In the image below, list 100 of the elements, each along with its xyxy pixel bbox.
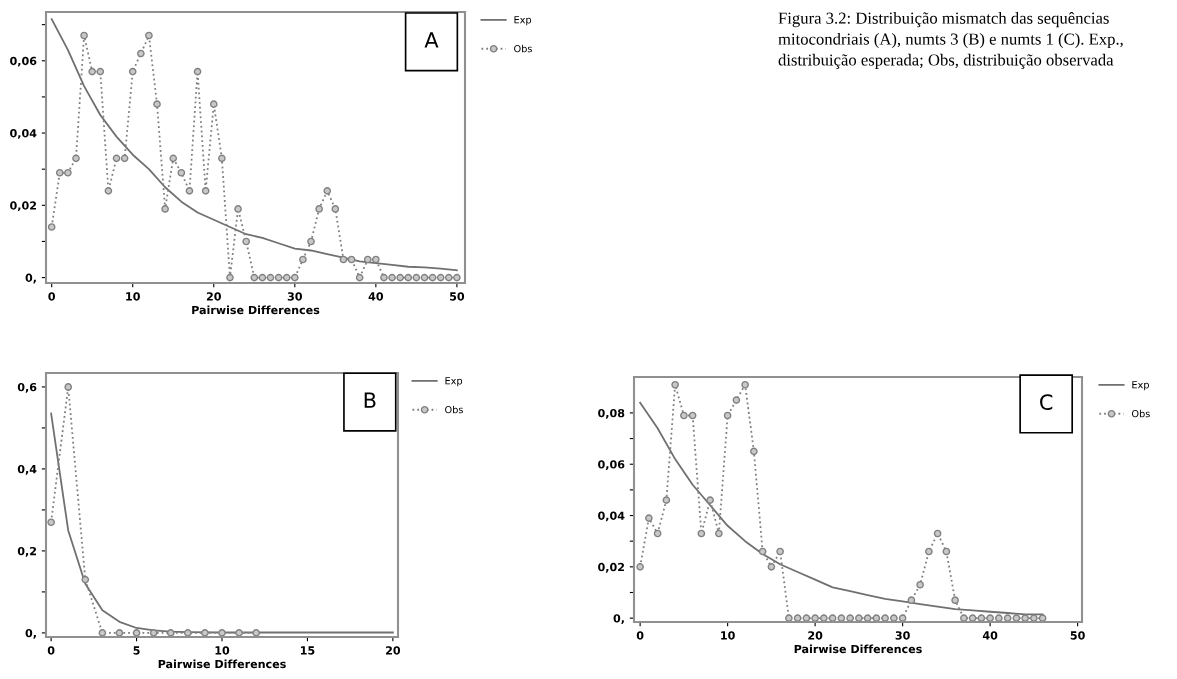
point	[758, 547, 767, 556]
point	[226, 273, 234, 282]
point	[453, 273, 461, 282]
point	[662, 496, 671, 504]
point	[339, 255, 348, 264]
point	[420, 273, 429, 282]
point	[706, 496, 714, 504]
point	[112, 154, 121, 163]
y-tick-label: 0,02	[598, 562, 625, 573]
y-tick-label: 0,04	[598, 511, 625, 522]
point	[863, 614, 872, 622]
point	[697, 529, 706, 538]
point	[282, 273, 291, 282]
y-tick-label: 0,02	[10, 201, 37, 212]
point	[890, 614, 898, 622]
point	[404, 273, 413, 282]
point	[671, 380, 679, 389]
point	[355, 273, 364, 282]
point	[396, 273, 404, 282]
point	[636, 563, 644, 571]
point	[115, 629, 124, 637]
point	[252, 629, 260, 637]
point	[235, 629, 243, 637]
point	[907, 596, 916, 605]
point	[47, 223, 56, 231]
x-tick-label: 40	[982, 631, 998, 640]
point	[898, 614, 907, 622]
point	[299, 255, 307, 264]
point	[1030, 614, 1038, 622]
point	[968, 614, 977, 622]
point	[323, 187, 332, 195]
point	[132, 629, 141, 637]
x-tick-label: 0	[47, 646, 55, 655]
x-tick-label: 20	[206, 292, 221, 301]
legend-label: Exp	[1132, 381, 1149, 391]
y-tick-label: 0,6	[17, 382, 37, 393]
point	[80, 31, 88, 40]
point	[645, 514, 653, 522]
point	[951, 596, 959, 605]
legend-label: Exp	[445, 377, 463, 387]
y-tick-label: 0,	[25, 628, 36, 639]
point	[688, 411, 697, 420]
annotation: C	[1040, 394, 1053, 410]
point	[741, 380, 749, 389]
point	[380, 273, 388, 282]
point	[201, 629, 209, 637]
point	[811, 614, 819, 622]
x-tick-label: 10	[721, 631, 735, 640]
point	[776, 547, 784, 556]
point	[653, 529, 662, 538]
y-tick-label: 0,4	[17, 464, 37, 475]
point	[793, 614, 802, 622]
point	[161, 205, 169, 213]
x-axis-title: Pairwise Differences	[158, 659, 286, 669]
point	[715, 529, 723, 538]
point	[218, 629, 226, 637]
point	[104, 187, 113, 195]
x-tick-label: 40	[368, 292, 384, 301]
point	[732, 396, 741, 404]
y-tick-label: 0,06	[10, 56, 37, 67]
point	[1038, 614, 1047, 622]
point	[363, 255, 372, 264]
point	[916, 580, 924, 589]
point	[137, 49, 145, 58]
point	[680, 411, 688, 420]
x-tick-label: 5	[133, 646, 140, 655]
point	[933, 529, 942, 538]
point	[828, 614, 837, 622]
x-tick-label: 15	[300, 646, 315, 655]
legend-label: Obs	[1131, 409, 1150, 418]
point	[977, 614, 986, 622]
point	[55, 168, 64, 177]
legend-label: Obs	[445, 405, 463, 414]
point	[315, 205, 323, 213]
point	[47, 518, 55, 527]
x-tick-label: 20	[386, 646, 401, 655]
y-tick-label: 0,2	[17, 546, 37, 557]
x-tick-label: 30	[287, 292, 303, 301]
point	[785, 614, 793, 622]
point	[1012, 614, 1021, 622]
point	[209, 100, 218, 108]
point	[872, 614, 881, 622]
legend-label: Obs	[514, 44, 532, 53]
point	[98, 629, 107, 637]
point	[846, 614, 854, 622]
point	[96, 67, 105, 76]
point	[145, 31, 153, 40]
point	[1003, 614, 1012, 622]
point	[388, 273, 396, 282]
point	[258, 273, 267, 282]
point	[166, 629, 175, 637]
point	[201, 187, 210, 195]
point	[81, 575, 90, 584]
x-axis-title: Pairwise Differences	[192, 305, 320, 315]
point	[372, 255, 380, 264]
point	[331, 205, 340, 213]
point	[169, 154, 178, 163]
point	[1021, 614, 1029, 622]
point	[234, 205, 242, 213]
point	[266, 273, 275, 282]
